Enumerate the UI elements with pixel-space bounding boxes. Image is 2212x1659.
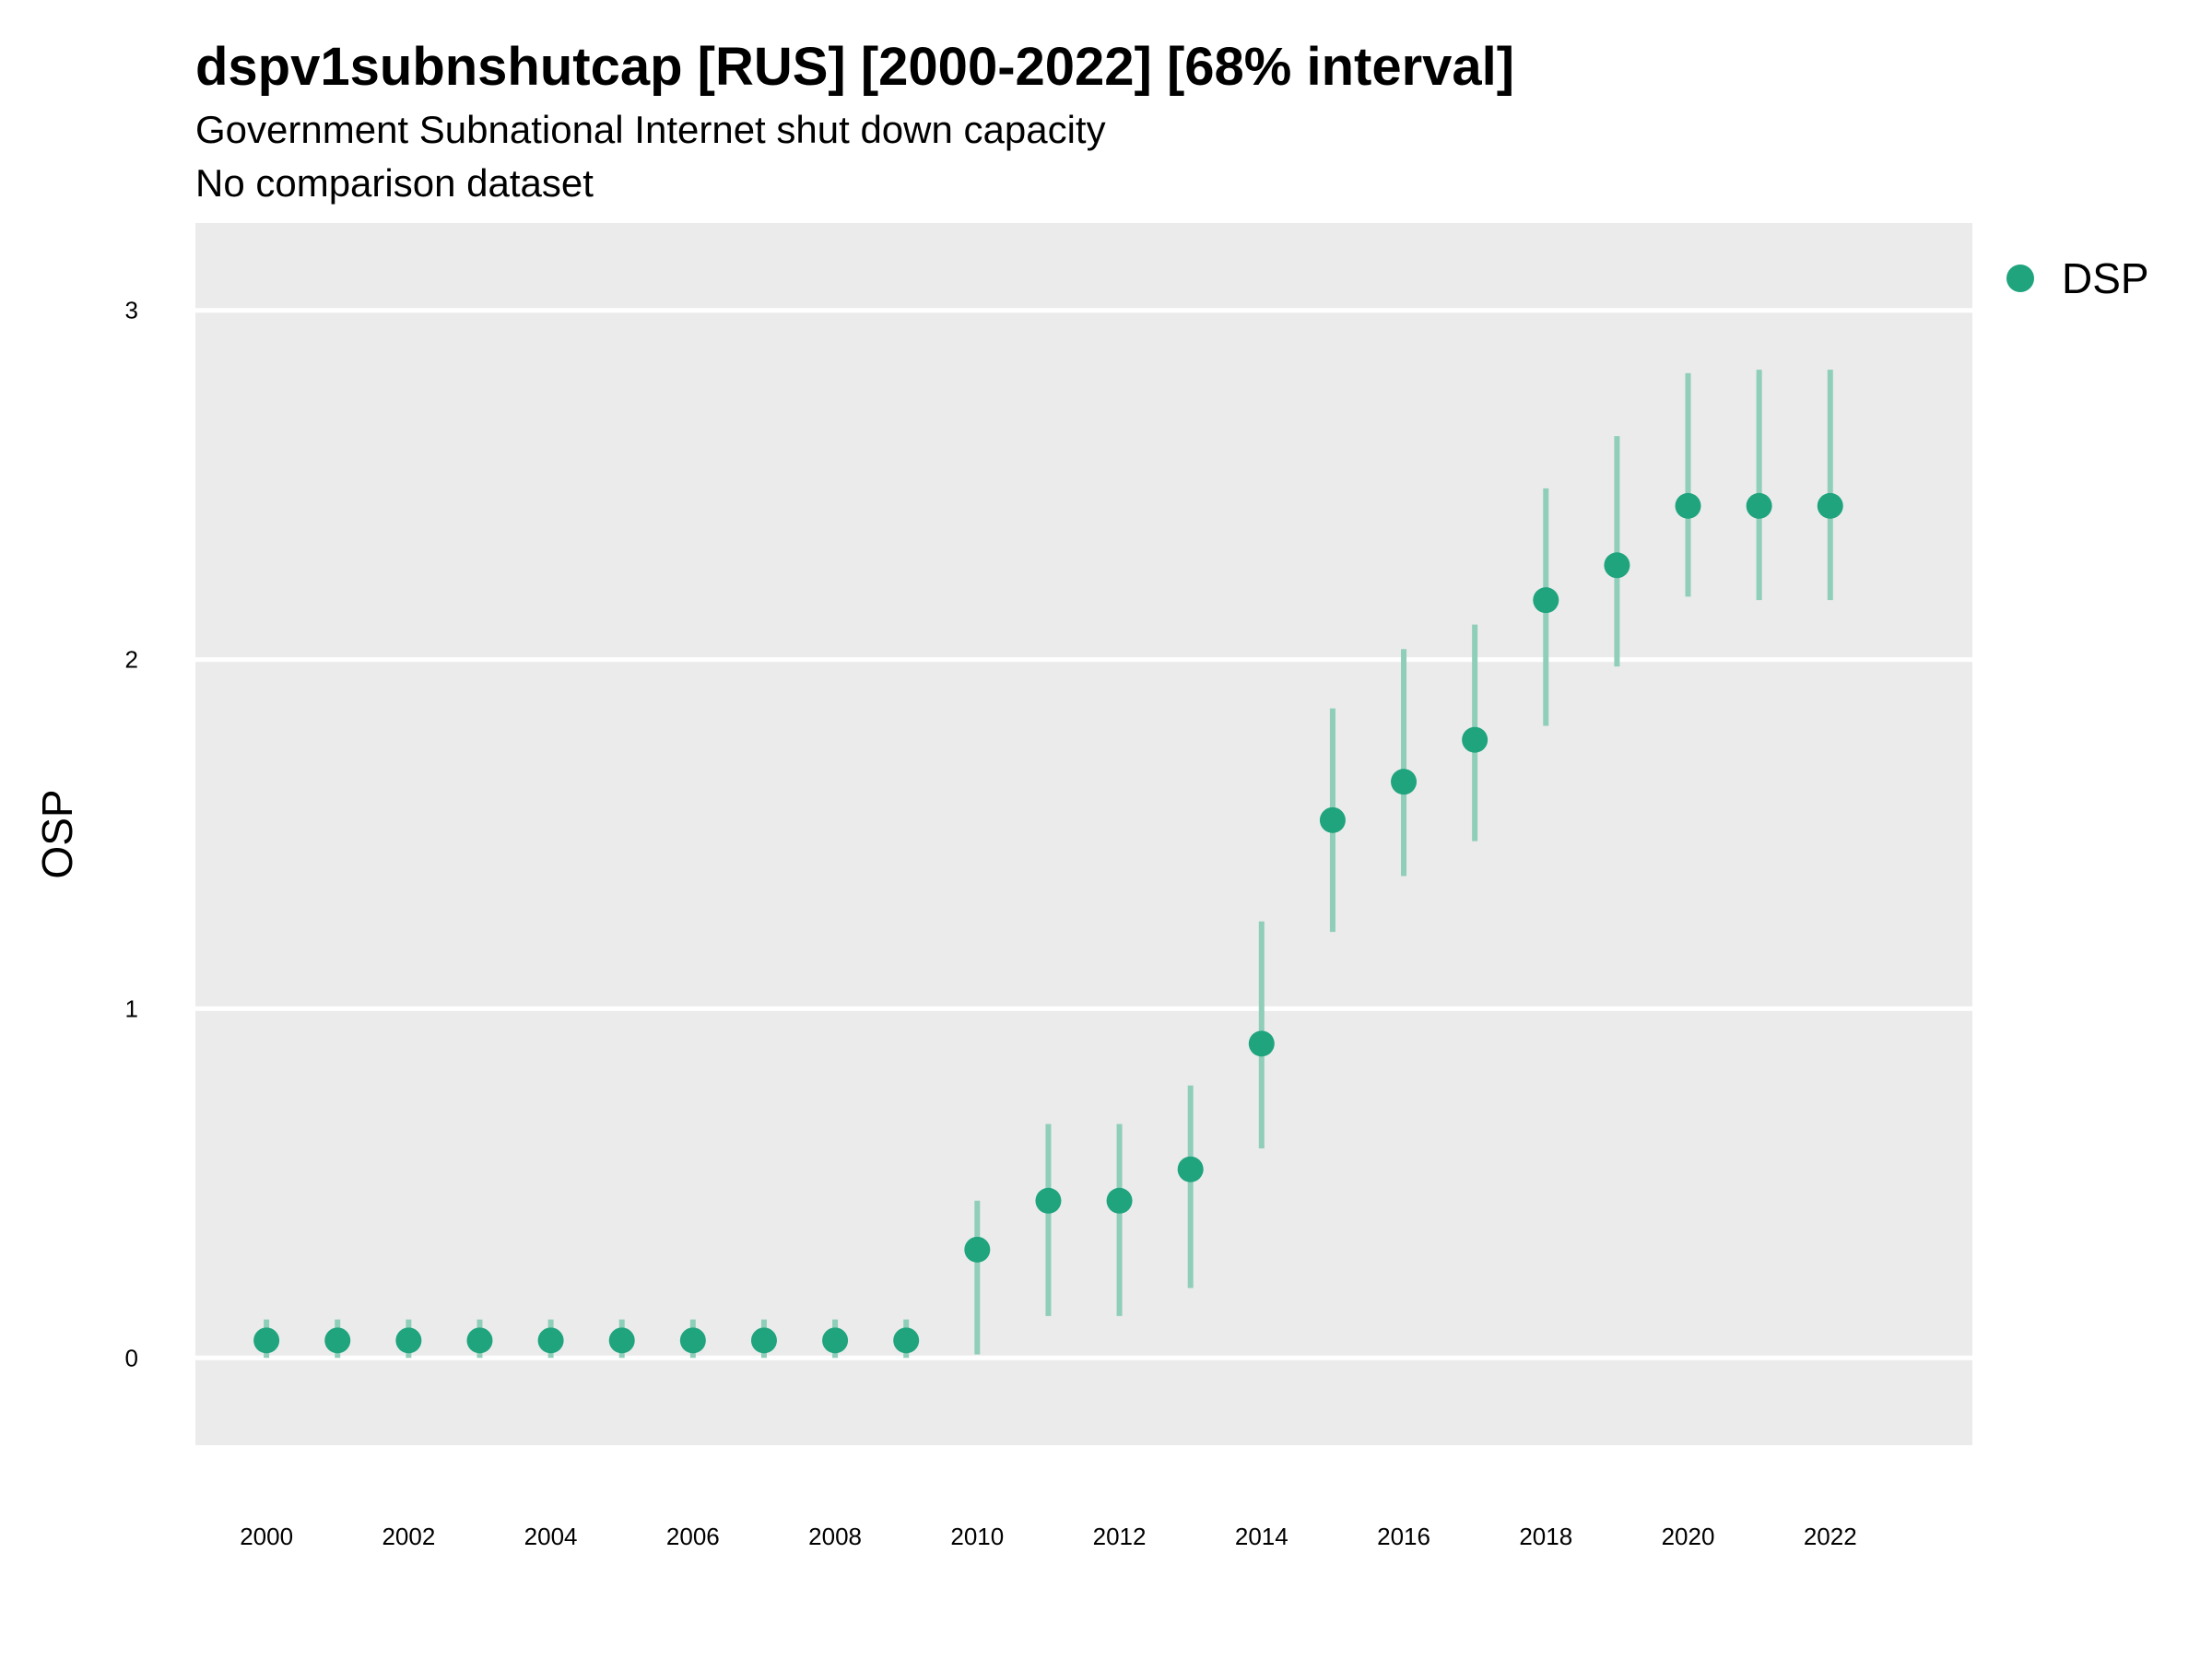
x-tick-label: 2014 [1235,1523,1288,1550]
data-point [750,1327,777,1354]
data-point [537,1327,564,1354]
plot-panel [195,223,1972,1445]
data-point [324,1327,351,1354]
data-point [964,1236,991,1263]
legend: DSP [2006,254,2149,302]
data-point [1675,492,1701,519]
data-point [1248,1030,1275,1057]
data-point [1319,806,1346,833]
y-tick-label: 1 [125,994,138,1022]
legend-label-dsp: DSP [2062,254,2149,302]
x-tick-label: 2004 [524,1523,578,1550]
data-point [608,1327,635,1354]
y-axis-ticks: 0 1 2 3 [125,297,138,1372]
data-point [822,1327,849,1354]
y-tick-label: 2 [125,646,138,674]
data-point [1391,769,1418,795]
y-tick-label: 3 [125,297,138,324]
data-point [1177,1156,1204,1182]
data-point [1746,492,1772,519]
data-point [253,1327,280,1354]
data-points [253,492,1843,1354]
x-tick-label: 2000 [240,1523,293,1550]
data-point [1533,587,1559,614]
x-axis-ticks: 2000 2002 2004 2006 2008 2010 2012 2014 2016 2018… [240,1523,1856,1550]
chart-title: dspv1subnshutcap [RUS] [2000-2022] [68% … [195,37,1514,97]
legend-marker-dsp [2006,265,2034,292]
chart-subtitle: Government Subnational Internet shut dow… [195,108,1106,151]
x-tick-label: 2002 [382,1523,435,1550]
x-tick-label: 2020 [1662,1523,1715,1550]
data-point [679,1327,706,1354]
data-point [1106,1187,1133,1214]
x-tick-label: 2008 [808,1523,862,1550]
data-point [1462,726,1488,753]
x-tick-label: 2006 [666,1523,720,1550]
data-point [1604,552,1630,579]
chart-subtitle-comparison: No comparison dataset [195,161,594,205]
x-tick-label: 2018 [1519,1523,1572,1550]
data-point [395,1327,422,1354]
x-tick-label: 2010 [950,1523,1004,1550]
gridlines [195,308,1972,1360]
data-point [1817,492,1843,519]
data-point [466,1327,493,1354]
data-point [1035,1187,1062,1214]
x-tick-label: 2016 [1377,1523,1430,1550]
y-tick-label: 0 [125,1344,138,1371]
x-tick-label: 2022 [1804,1523,1857,1550]
data-point [893,1327,920,1354]
x-tick-label: 2012 [1093,1523,1147,1550]
y-axis-label: OSP [33,789,81,878]
